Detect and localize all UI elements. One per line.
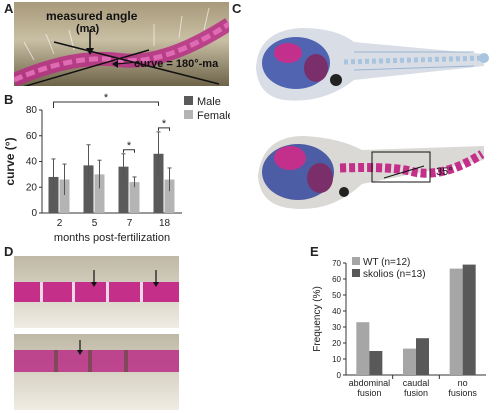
legend-swatch-b	[184, 110, 193, 119]
bar-e	[462, 264, 476, 375]
bar-e	[403, 348, 416, 375]
y-tick-label-e: 50	[332, 291, 341, 300]
wt-fish-image	[256, 28, 489, 101]
spine-closeup-image	[14, 2, 229, 86]
panel-letter-b: B	[4, 92, 14, 107]
x-tick-label-e: fusions	[448, 388, 477, 398]
legend-label-e: WT (n=12)	[363, 257, 410, 268]
angle-label-c: 35°	[436, 166, 453, 178]
bar-e	[449, 268, 463, 375]
panel-c-images: WT skolios 35°	[244, 8, 496, 238]
y-tick-label-e: 60	[332, 275, 341, 284]
y-tick-label-b: 20	[26, 182, 38, 193]
panel-letter-c: C	[232, 1, 242, 16]
skolios-label-c: skolios	[244, 160, 247, 200]
y-tick-label-b: 0	[31, 208, 37, 219]
larvae-stain-images	[256, 28, 489, 209]
x-tick-label-e: abdominal	[349, 378, 391, 388]
measured-angle-abbr: (ma)	[76, 23, 100, 35]
legend-swatch-b	[184, 96, 193, 105]
bar-b	[129, 182, 140, 213]
bar-b	[118, 166, 129, 213]
x-axis-label-b: months post-fertilization	[54, 232, 170, 244]
panel-d-images: WT skolios	[14, 256, 179, 410]
x-tick-label-b: 7	[127, 218, 133, 229]
bar-b	[164, 179, 175, 213]
legend-label-b: Male	[197, 96, 221, 108]
bar-b	[94, 174, 105, 213]
chart-b: 0 20 40 60 80 2 5 7 18 months post-fertilization c…	[3, 92, 230, 244]
legend-label-e: skolios (n=13)	[363, 269, 426, 280]
x-tick-label-e: no	[458, 378, 468, 388]
y-tick-label-e: 10	[332, 355, 341, 364]
y-tick-label-b: 40	[26, 157, 38, 168]
x-tick-label-b: 5	[92, 218, 98, 229]
x-tick-label-e: fusion	[404, 388, 428, 398]
bar-b	[153, 153, 164, 213]
measured-angle-label: measured angle	[46, 9, 138, 23]
bar-e	[356, 322, 370, 375]
significance-star-b: *	[127, 140, 132, 152]
y-tick-label-e: 0	[337, 371, 342, 380]
significance-star-b: *	[162, 118, 167, 130]
y-tick-label-e: 40	[332, 307, 341, 316]
bar-e	[369, 351, 383, 375]
bar-b	[48, 176, 59, 213]
bar-e	[416, 338, 429, 375]
legend-swatch-e	[352, 269, 360, 277]
panel-letter-e: E	[310, 244, 319, 259]
legend-swatch-e	[352, 257, 360, 265]
bar-b	[83, 165, 94, 213]
y-tick-label-e: 30	[332, 323, 341, 332]
significance-bracket-b	[123, 149, 135, 153]
significance-bracket-b	[53, 101, 159, 108]
y-tick-label-b: 60	[26, 131, 38, 142]
bar-b	[59, 179, 70, 213]
significance-bracket-b	[158, 127, 170, 131]
y-axis-label-b: curve (°)	[3, 137, 17, 185]
x-tick-label-b: 18	[159, 218, 171, 229]
vertebrae-images	[14, 256, 179, 410]
x-tick-label-e: fusion	[357, 388, 381, 398]
x-tick-label-e: caudal	[403, 378, 430, 388]
y-tick-label-e: 70	[332, 259, 341, 268]
panel-letter-d: D	[4, 244, 14, 259]
skolios-fish-image	[258, 136, 485, 209]
chart-e: 010203040506070abdominalfusioncaudalfusi…	[312, 257, 486, 398]
legend-label-b: Female	[197, 110, 230, 122]
x-tick-label-b: 2	[57, 218, 63, 229]
panel-a-micrograph: measured angle (ma) curve = 180°-ma	[14, 2, 229, 86]
panel-letter-a: A	[4, 1, 14, 16]
y-tick-label-b: 80	[26, 105, 38, 116]
significance-star-b: *	[104, 92, 109, 104]
y-axis-label-e: Frequency (%)	[312, 286, 323, 352]
y-tick-label-e: 20	[332, 339, 341, 348]
wt-label-c: WT	[244, 33, 247, 54]
curve-formula-label: curve = 180°-ma	[134, 58, 219, 70]
